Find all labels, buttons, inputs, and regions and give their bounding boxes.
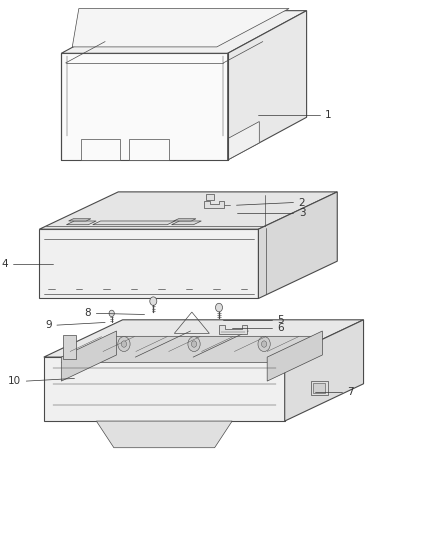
Circle shape — [188, 337, 200, 352]
Text: 1: 1 — [325, 110, 332, 119]
Polygon shape — [219, 325, 247, 334]
Polygon shape — [61, 331, 117, 381]
Polygon shape — [61, 336, 322, 362]
Polygon shape — [39, 192, 337, 229]
Polygon shape — [174, 219, 196, 221]
Circle shape — [215, 303, 223, 312]
Circle shape — [191, 341, 197, 348]
Polygon shape — [204, 201, 224, 208]
Text: 7: 7 — [347, 387, 353, 397]
Polygon shape — [63, 335, 76, 359]
Polygon shape — [313, 383, 325, 393]
Polygon shape — [228, 11, 307, 160]
Polygon shape — [93, 221, 175, 225]
Text: 5: 5 — [277, 315, 283, 325]
Polygon shape — [129, 139, 169, 160]
Polygon shape — [228, 122, 259, 160]
Circle shape — [118, 337, 130, 352]
Circle shape — [150, 297, 157, 305]
Polygon shape — [311, 381, 328, 395]
Text: 6: 6 — [277, 323, 283, 333]
Polygon shape — [267, 331, 322, 381]
Polygon shape — [96, 421, 232, 448]
Polygon shape — [206, 194, 214, 200]
Circle shape — [258, 337, 270, 352]
Circle shape — [109, 310, 114, 317]
Polygon shape — [258, 192, 337, 298]
Polygon shape — [61, 11, 307, 53]
Text: 9: 9 — [45, 320, 52, 330]
Polygon shape — [172, 221, 201, 225]
Polygon shape — [81, 139, 120, 160]
Text: 2: 2 — [299, 198, 305, 207]
Text: 4: 4 — [1, 259, 8, 269]
Circle shape — [121, 341, 127, 348]
Circle shape — [261, 341, 267, 348]
Text: 3: 3 — [299, 208, 305, 218]
Polygon shape — [69, 219, 91, 221]
Polygon shape — [67, 221, 96, 225]
Polygon shape — [39, 229, 258, 298]
Text: 10: 10 — [8, 376, 21, 386]
Polygon shape — [285, 320, 364, 421]
Polygon shape — [44, 357, 285, 421]
Polygon shape — [72, 9, 289, 47]
Text: 8: 8 — [85, 309, 91, 318]
Polygon shape — [61, 53, 228, 160]
Polygon shape — [44, 320, 364, 357]
